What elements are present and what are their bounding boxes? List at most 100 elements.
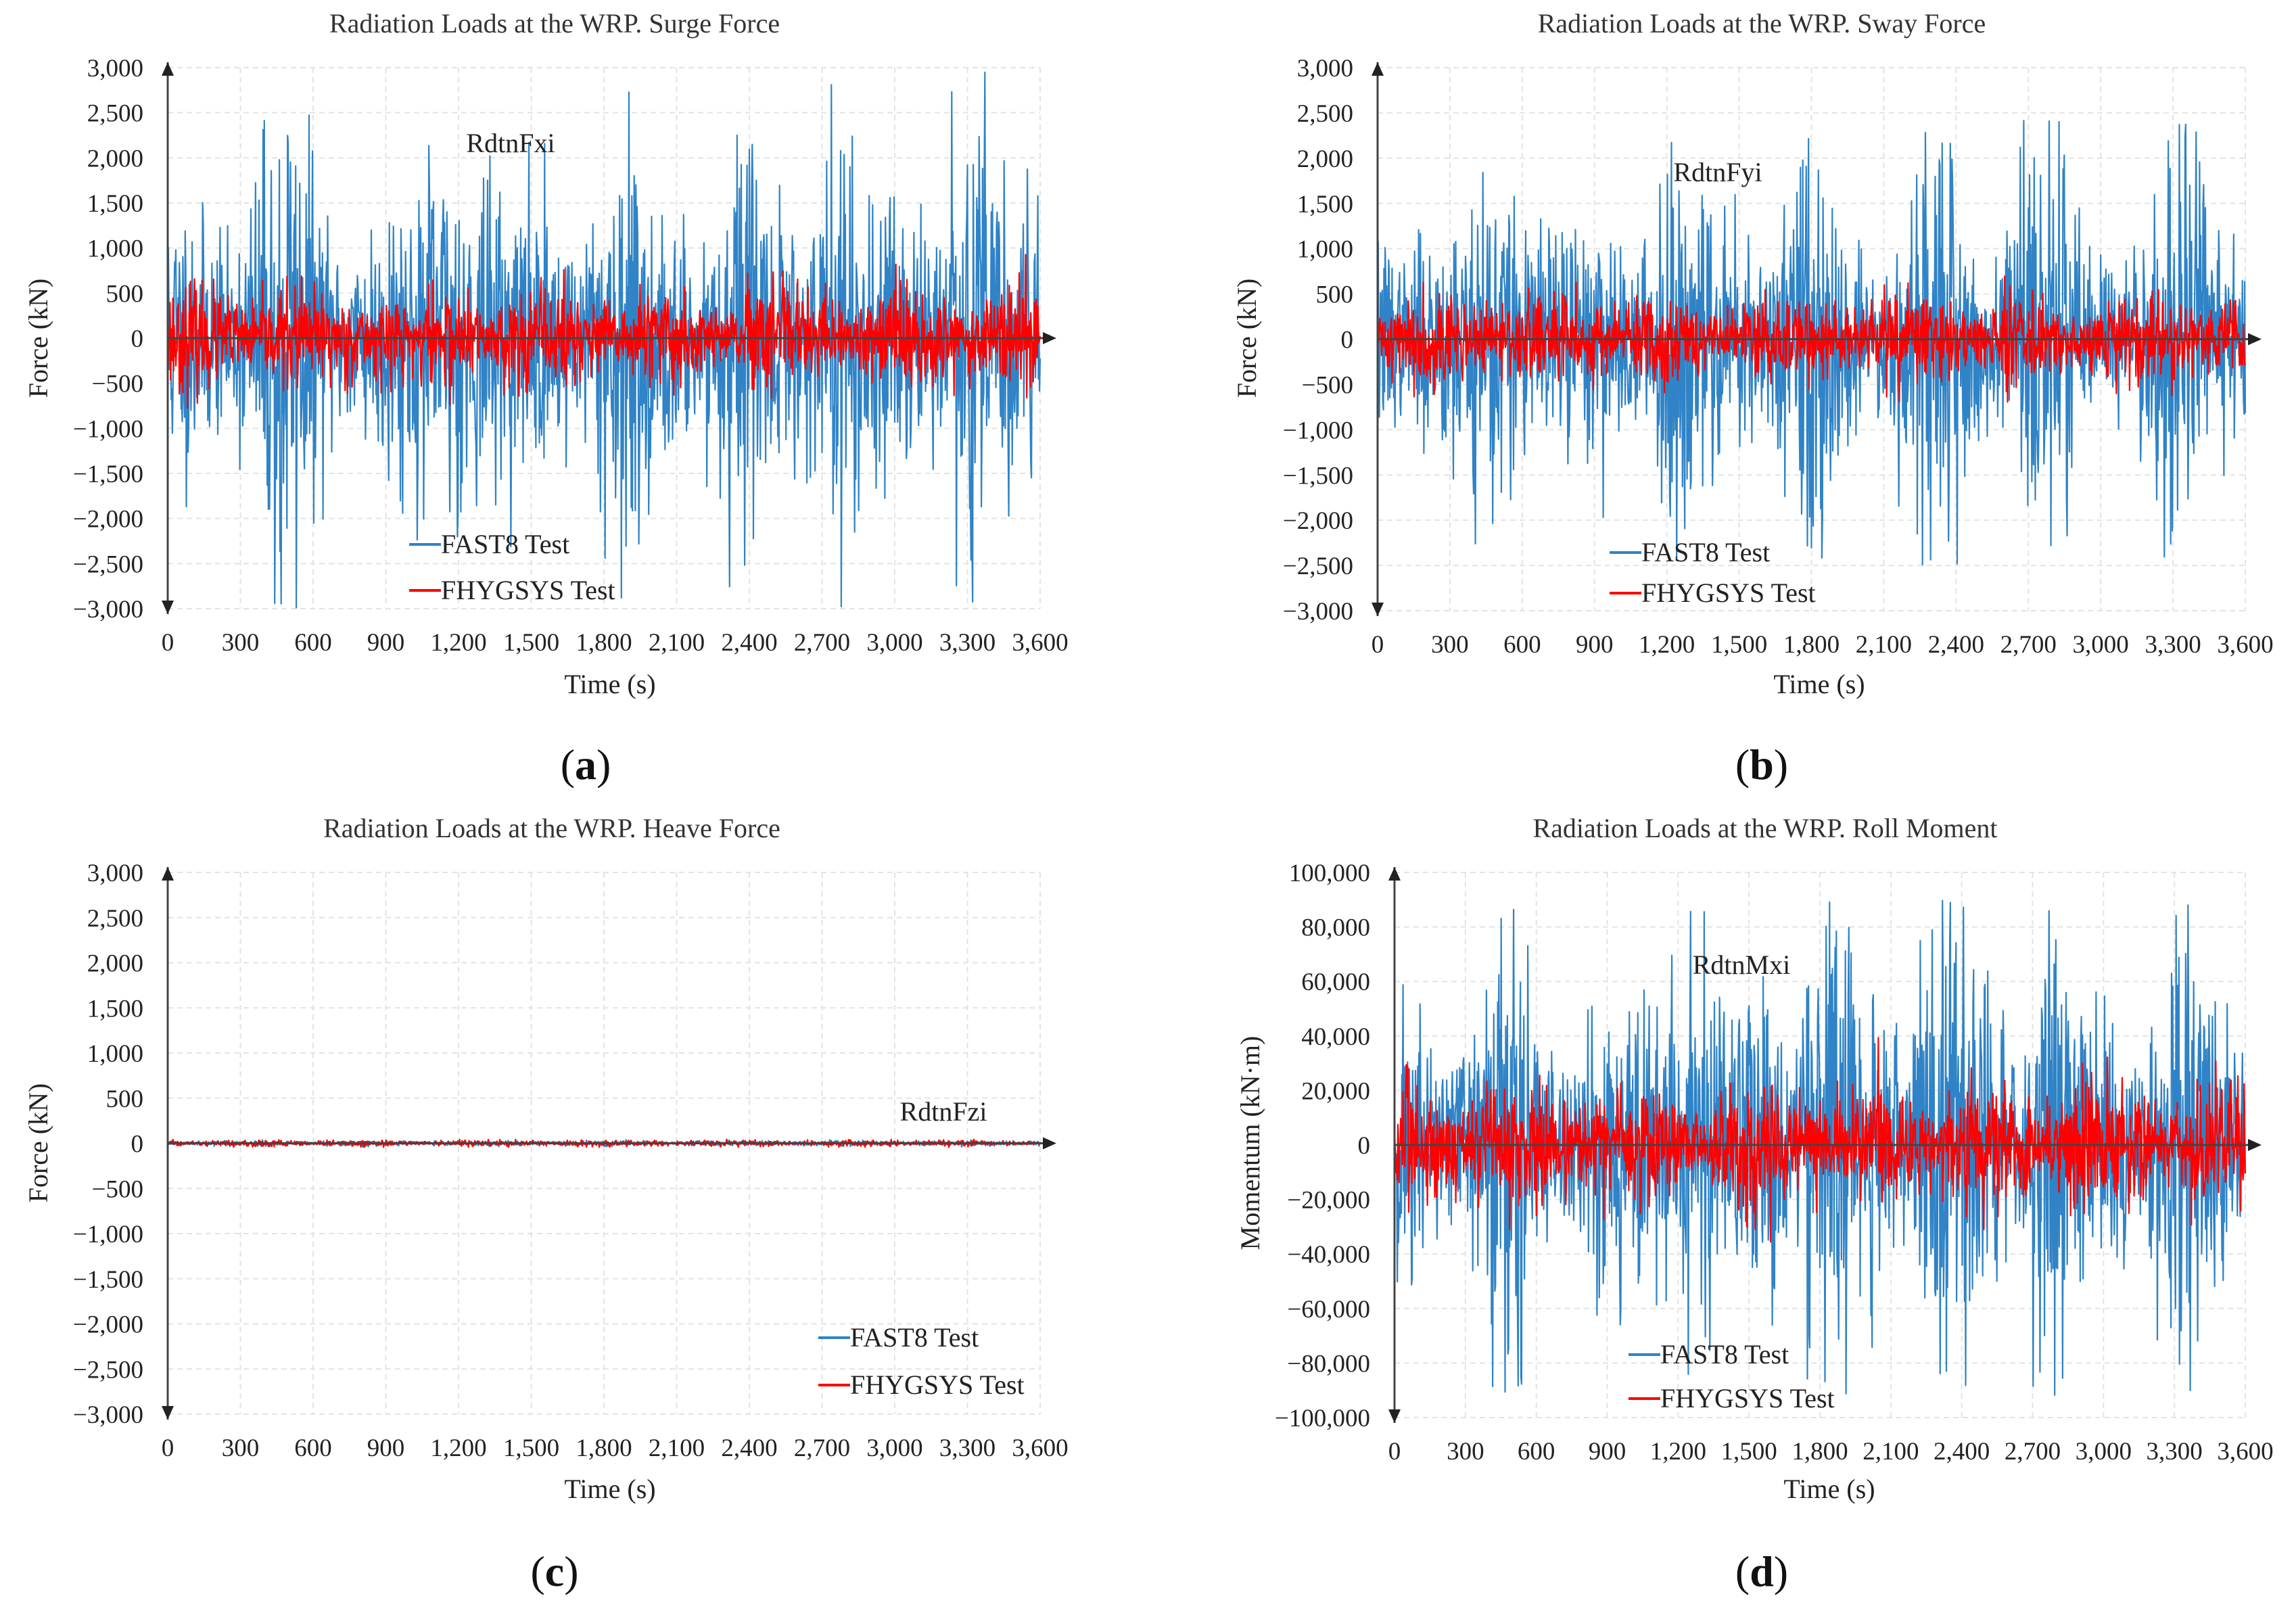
chart-title: Radiation Loads at the WRP. Surge Force [329, 8, 780, 39]
series-label: RdtnFzi [900, 1096, 987, 1127]
x-axis-label: Time (s) [564, 1474, 655, 1504]
x-tick-label: 3,300 [2145, 631, 2201, 659]
x-tick-label: 0 [1388, 1438, 1401, 1466]
x-tick-label: 3,600 [1012, 1434, 1068, 1462]
x-tick-label: 1,800 [1783, 631, 1840, 659]
x-tick-label: 3,300 [939, 1434, 995, 1462]
x-tick-label: 2,400 [1934, 1438, 1990, 1466]
y-tick-label: 500 [1316, 281, 1354, 309]
y-tick-label: 1,500 [87, 995, 143, 1023]
x-tick-label: 600 [294, 1434, 332, 1462]
y-tick-label: −500 [1302, 371, 1353, 399]
legend-label-fast8: FAST8 Test [850, 1322, 979, 1353]
legend: FAST8 Test FHYGSYS Test [1610, 537, 1816, 608]
axes [1388, 867, 2262, 1423]
y-tick-label: 1,000 [1297, 236, 1353, 264]
y-tick-label: −3,000 [73, 1401, 143, 1429]
y-tick-label: 2,000 [87, 145, 143, 172]
x-tick-labels: 0 300 600 900 1,200 1,500 1,800 2,100 2,400 2,700… [1388, 1438, 2274, 1466]
x-tick-label: 2,100 [1856, 631, 1912, 659]
y-axis-arrow-up [162, 62, 174, 76]
series-lines [1376, 120, 2247, 566]
panel-b: Radiation Loads at the WRP. Sway Force 3… [1232, 8, 2274, 789]
x-tick-label: 3,300 [939, 629, 995, 657]
y-axis-label: Force (kN) [23, 1083, 53, 1203]
legend-label-fast8: FAST8 Test [1660, 1339, 1789, 1370]
x-tick-label: 900 [367, 1434, 405, 1462]
x-tick-label: 3,600 [2217, 1438, 2273, 1466]
x-tick-label: 300 [222, 1434, 260, 1462]
x-tick-label: 1,500 [1721, 1438, 1777, 1466]
panel-d: Radiation Loads at the WRP. Roll Moment … [1235, 813, 2274, 1595]
y-tick-label: −1,500 [73, 1266, 143, 1294]
y-tick-label: −3,000 [73, 596, 143, 624]
x-tick-label: 300 [222, 629, 260, 657]
y-axis-label: Momentum (kN·m) [1235, 1036, 1265, 1250]
x-tick-label: 1,200 [1650, 1438, 1706, 1466]
axes [1372, 62, 2262, 616]
y-tick-labels: 3,000 2,500 2,000 1,500 1,000 500 0 −500 −1,000 −… [73, 55, 143, 624]
y-tick-label: −2,500 [73, 1356, 143, 1384]
x-tick-label: 2,400 [721, 1434, 777, 1462]
y-tick-label: −60,000 [1287, 1296, 1370, 1324]
x-tick-label: 1,500 [1711, 631, 1767, 659]
x-tick-label: 2,100 [649, 1434, 705, 1462]
x-tick-label: 2,100 [1862, 1438, 1919, 1466]
panel-label: (a) [561, 741, 611, 789]
x-tick-label: 0 [162, 629, 174, 657]
x-tick-label: 2,400 [721, 629, 777, 657]
x-tick-label: 600 [294, 629, 332, 657]
y-tick-label: −1,000 [73, 1221, 143, 1248]
y-tick-label: 3,000 [1297, 55, 1353, 83]
panel-label: (b) [1735, 741, 1788, 789]
x-tick-label: 2,100 [649, 629, 705, 657]
y-tick-label: 2,500 [87, 100, 143, 128]
y-tick-label: 0 [131, 1131, 144, 1158]
y-axis-arrow-down [1372, 603, 1384, 616]
panel-a: Radiation Loads at the WRP. Surge Force … [23, 8, 1069, 789]
y-tick-label: −1,500 [73, 461, 143, 488]
x-tick-label: 300 [1447, 1438, 1484, 1466]
x-tick-label: 1,500 [503, 629, 559, 657]
panel-c: Radiation Loads at the WRP. Heave Force … [23, 813, 1069, 1595]
y-tick-label: −20,000 [1287, 1187, 1370, 1215]
y-tick-label: −1,500 [1283, 462, 1353, 490]
y-tick-label: 0 [1358, 1132, 1371, 1160]
x-tick-label: 1,800 [576, 629, 632, 657]
y-tick-label: 40,000 [1301, 1023, 1370, 1051]
y-tick-label: 1,000 [87, 235, 143, 263]
y-tick-label: −100,000 [1275, 1405, 1370, 1432]
x-axis-label: Time (s) [1773, 669, 1865, 699]
x-tick-label: 2,700 [794, 629, 850, 657]
series-line-fhygsys-test [1376, 275, 2247, 403]
y-tick-label: −1,000 [73, 415, 143, 443]
y-tick-label: −40,000 [1287, 1241, 1370, 1269]
series-lines [166, 71, 1041, 609]
x-tick-label: 1,200 [1639, 631, 1695, 659]
y-tick-label: −500 [92, 371, 143, 398]
x-tick-label: 0 [1372, 631, 1384, 659]
y-tick-label: −1,000 [1283, 417, 1353, 444]
series-line-fast8-test [1376, 120, 2247, 566]
y-tick-label: 500 [106, 280, 144, 308]
x-axis-arrow-right [1043, 1137, 1056, 1150]
panel-label: (c) [530, 1547, 578, 1595]
chart-title: Radiation Loads at the WRP. Sway Force [1538, 8, 1986, 39]
x-tick-label: 600 [1503, 631, 1541, 659]
y-tick-label: 1,000 [87, 1040, 143, 1068]
chart-title: Radiation Loads at the WRP. Roll Moment [1533, 813, 1998, 843]
y-tick-label: 0 [1341, 327, 1354, 354]
y-tick-labels: 3,000 2,500 2,000 1,500 1,000 500 0 −500 −1,000 −… [73, 860, 143, 1429]
x-tick-label: 1,800 [1791, 1438, 1848, 1466]
y-tick-label: 60,000 [1301, 968, 1370, 996]
y-tick-label: 2,500 [1297, 100, 1353, 128]
y-tick-label: −3,000 [1283, 598, 1353, 626]
x-tick-label: 0 [162, 1434, 174, 1462]
x-axis-label: Time (s) [564, 669, 655, 699]
y-tick-label: −2,000 [73, 1311, 143, 1339]
series-label: RdtnFxi [466, 128, 555, 158]
y-tick-label: 80,000 [1301, 914, 1370, 942]
series-lines [1393, 899, 2247, 1396]
x-tick-label: 3,000 [2076, 1438, 2132, 1466]
